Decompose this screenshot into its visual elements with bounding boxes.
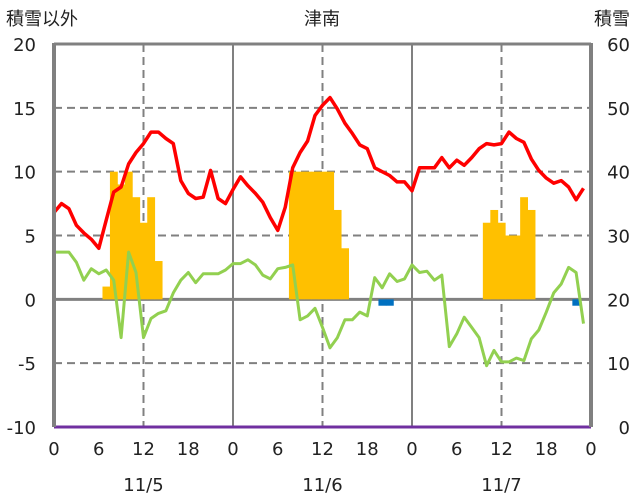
right-tick-label: 30 <box>607 227 630 248</box>
x-tick-label: 18 <box>177 439 200 460</box>
orange-bar <box>311 171 320 300</box>
orange-bar <box>527 209 536 300</box>
orange-bar <box>147 197 156 300</box>
x-tick-label: 12 <box>311 439 334 460</box>
left-tick-label: -5 <box>18 354 36 375</box>
left-tick-label: 15 <box>13 99 36 120</box>
x-tick-label: 12 <box>490 439 513 460</box>
left-axis-title: 積雪以外 <box>6 9 78 30</box>
bars <box>102 171 581 306</box>
orange-bar <box>333 209 342 300</box>
x-tick-label: 18 <box>356 439 379 460</box>
orange-bar <box>296 171 305 300</box>
orange-bar <box>326 171 335 300</box>
left-tick-label: -10 <box>7 418 36 439</box>
orange-bar <box>303 171 312 300</box>
right-tick-label: 10 <box>607 354 630 375</box>
orange-bar <box>505 235 514 300</box>
orange-bar <box>102 286 111 300</box>
right-tick-label: 60 <box>607 35 630 56</box>
orange-bar <box>512 235 521 300</box>
x-tick-label: 6 <box>93 439 104 460</box>
blue-bar <box>572 299 581 306</box>
x-tick-label: 0 <box>406 439 417 460</box>
orange-bar <box>132 197 141 300</box>
date-label: 11/7 <box>481 475 521 496</box>
right-tick-label: 0 <box>619 418 630 439</box>
frame <box>52 42 593 427</box>
left-tick-label: 10 <box>13 163 36 184</box>
right-axis-title: 積雪 <box>594 9 630 30</box>
blue-bar <box>378 299 387 306</box>
x-tick-label: 6 <box>451 439 462 460</box>
right-tick-label: 20 <box>607 290 630 311</box>
orange-bar <box>139 222 148 300</box>
orange-bar <box>482 222 491 300</box>
right-tick-label: 40 <box>607 163 630 184</box>
x-tick-label: 6 <box>272 439 283 460</box>
x-tick-label: 0 <box>227 439 238 460</box>
orange-bar <box>117 184 126 300</box>
red-line <box>52 95 585 251</box>
left-tick-label: 20 <box>13 35 36 56</box>
orange-bar <box>520 197 529 300</box>
date-label: 11/5 <box>123 475 163 496</box>
x-tick-label: 18 <box>535 439 558 460</box>
orange-bar <box>154 261 163 300</box>
left-tick-label: 5 <box>25 227 36 248</box>
orange-bar <box>109 171 118 300</box>
orange-bar <box>124 171 133 300</box>
chart-title: 津南 <box>304 9 340 30</box>
x-tick-label: 0 <box>585 439 596 460</box>
left-tick-label: 0 <box>25 290 36 311</box>
orange-bar <box>490 209 499 300</box>
blue-bar <box>385 299 394 306</box>
green-line <box>54 250 585 368</box>
orange-bar <box>288 171 297 300</box>
right-tick-label: 50 <box>607 99 630 120</box>
x-tick-label: 0 <box>48 439 59 460</box>
orange-bar <box>318 171 327 300</box>
date-label: 11/6 <box>302 475 342 496</box>
orange-bar <box>341 248 350 300</box>
x-tick-label: 12 <box>132 439 155 460</box>
lines <box>52 95 591 429</box>
orange-bar <box>497 222 506 300</box>
